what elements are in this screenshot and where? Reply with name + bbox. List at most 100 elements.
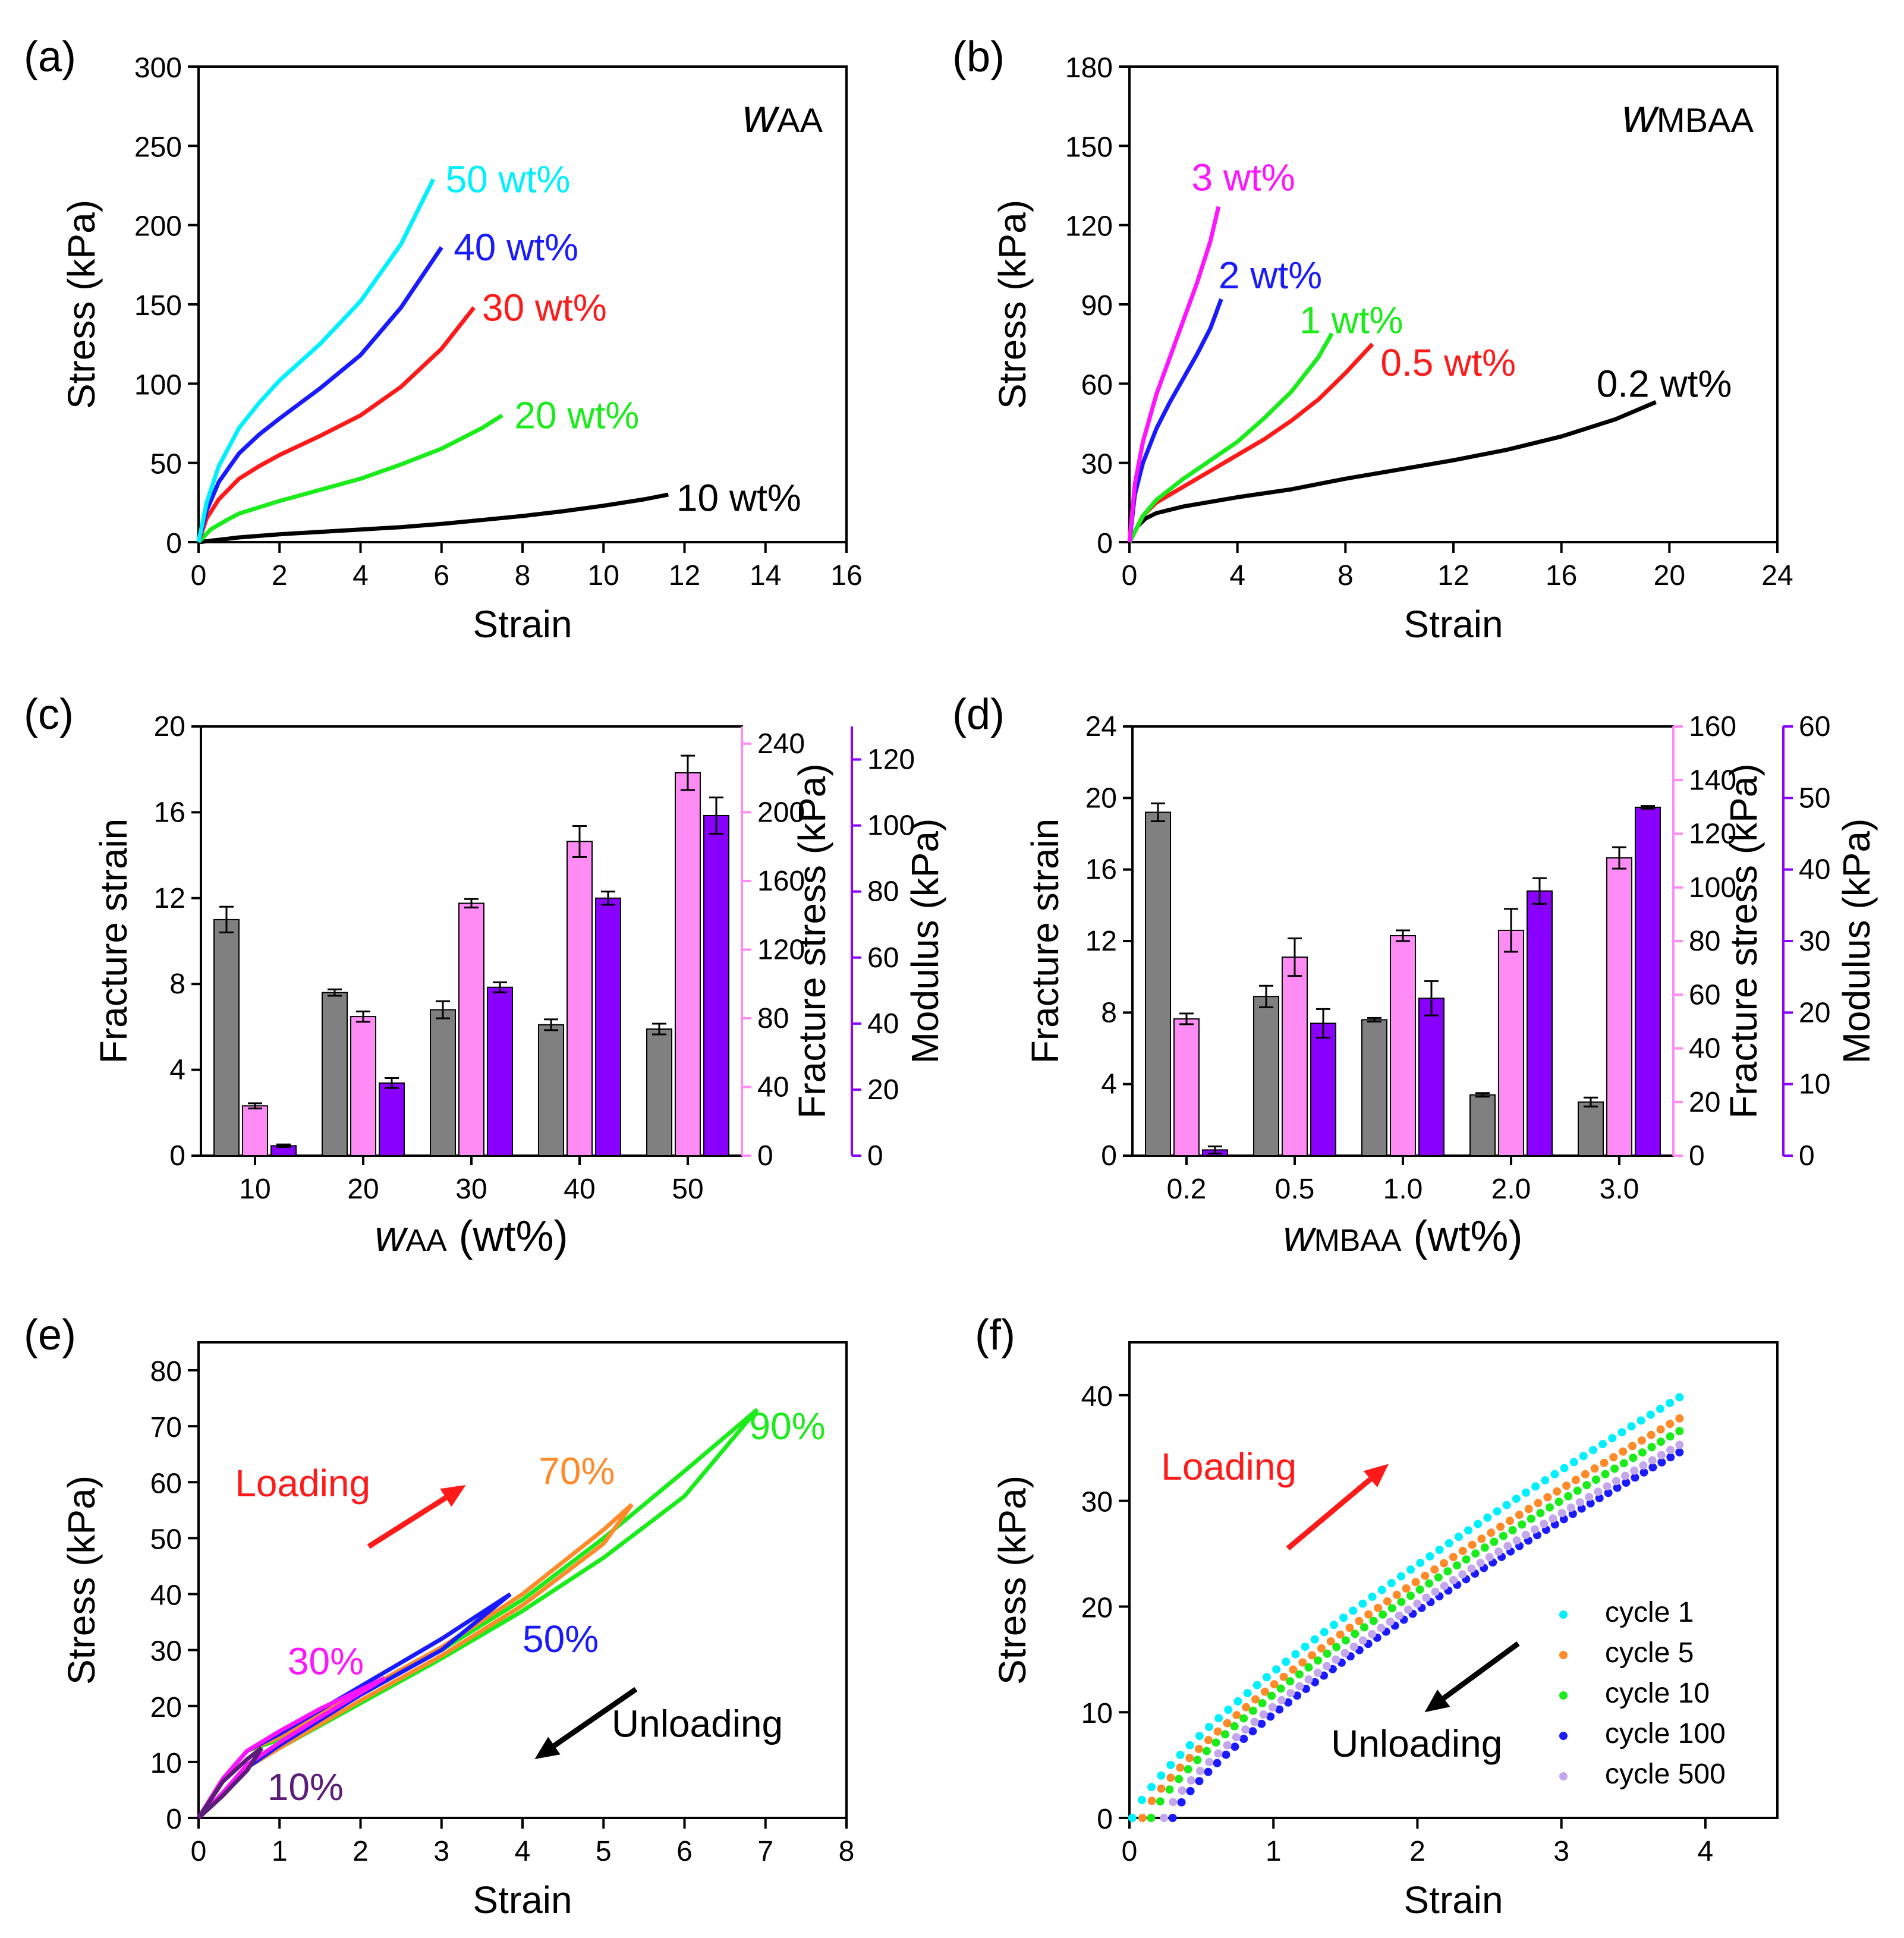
y-axis-label: Stress (kPa) bbox=[991, 200, 1034, 409]
legend-marker bbox=[1559, 1691, 1568, 1700]
scatter-point bbox=[1600, 1458, 1609, 1467]
y-tick-label: 100 bbox=[1689, 872, 1736, 904]
scatter-point bbox=[1239, 1714, 1248, 1723]
scatter-point bbox=[1310, 1635, 1319, 1644]
scatter-point bbox=[1211, 1738, 1220, 1747]
scatter-point bbox=[1323, 1649, 1332, 1658]
x-axis-label: Strain bbox=[473, 1879, 572, 1921]
panel-label: (e) bbox=[24, 1311, 76, 1359]
y-axis-label: Stress (kPa) bbox=[60, 1475, 103, 1685]
scatter-point bbox=[1176, 1763, 1185, 1772]
scatter-point bbox=[1193, 1755, 1202, 1764]
y-tick-label: 0 bbox=[166, 1804, 182, 1835]
x-tick-label: 6 bbox=[433, 560, 449, 592]
scatter-point bbox=[1295, 1682, 1304, 1691]
scatter-point bbox=[1304, 1663, 1313, 1672]
bar bbox=[1282, 957, 1308, 1156]
legend-marker bbox=[1559, 1651, 1568, 1659]
scatter-point bbox=[1406, 1591, 1415, 1600]
y-tick-label: 240 bbox=[757, 728, 805, 760]
scatter-point bbox=[1531, 1482, 1540, 1491]
series-label: 50 wt% bbox=[446, 158, 571, 200]
scatter-point bbox=[1549, 1514, 1557, 1523]
y-tick-label: 30 bbox=[1081, 1487, 1113, 1518]
scatter-point bbox=[1524, 1505, 1533, 1514]
scatter-point bbox=[1147, 1814, 1156, 1822]
scatter-point bbox=[1248, 1727, 1257, 1736]
scatter-point bbox=[1619, 1447, 1628, 1456]
scatter-point bbox=[1195, 1732, 1204, 1741]
scatter-point bbox=[1387, 1579, 1396, 1587]
category-label: 50 bbox=[672, 1174, 703, 1205]
y-tick-label: 0 bbox=[1097, 1804, 1113, 1835]
scatter-point bbox=[1185, 1741, 1194, 1750]
scatter-point bbox=[1503, 1541, 1512, 1550]
scatter-point bbox=[1222, 1750, 1230, 1759]
scatter-point bbox=[1521, 1530, 1530, 1539]
legend-marker bbox=[1559, 1610, 1568, 1619]
y-tick-label: 8 bbox=[1101, 997, 1117, 1028]
scatter-point bbox=[1368, 1629, 1376, 1638]
panel-title: wAA bbox=[742, 89, 823, 142]
panel-title: wMBAA bbox=[1622, 89, 1754, 142]
scatter-point bbox=[1232, 1711, 1241, 1720]
scatter-point bbox=[1175, 1775, 1184, 1783]
y-tick-label: 16 bbox=[154, 797, 185, 828]
scatter-point bbox=[1202, 1747, 1211, 1755]
arrow-head bbox=[1363, 1464, 1389, 1487]
series-label: 1 wt% bbox=[1299, 299, 1403, 342]
y-tick-label: 30 bbox=[1799, 926, 1830, 957]
scatter-point bbox=[1543, 1493, 1552, 1502]
y-tick-label: 10 bbox=[1081, 1698, 1113, 1729]
y-tick-label: 140 bbox=[1689, 764, 1736, 796]
scatter-point bbox=[1406, 1565, 1415, 1574]
x-tick-label: 20 bbox=[1654, 560, 1685, 592]
y-tick-label: 60 bbox=[1689, 979, 1720, 1011]
panel-a: (a) 0 2 4 6 8 10 12 14 16 0 50 100 150 200 250 300 Strain… bbox=[24, 33, 863, 646]
scatter-point bbox=[1550, 1470, 1559, 1478]
scatter-point bbox=[1545, 1503, 1554, 1512]
y-tick-label: 60 bbox=[867, 942, 899, 974]
scatter-point bbox=[1675, 1427, 1684, 1436]
scatter-point bbox=[1536, 1509, 1545, 1518]
scatter-point bbox=[1295, 1670, 1304, 1679]
scatter-point bbox=[1270, 1680, 1279, 1689]
scatter-point bbox=[1397, 1572, 1405, 1581]
y-tick-label: 80 bbox=[150, 1356, 182, 1388]
scatter-point bbox=[1169, 1798, 1178, 1807]
bar bbox=[595, 897, 621, 1157]
scatter-point bbox=[1230, 1742, 1239, 1751]
y-tick-label: 50 bbox=[150, 449, 182, 480]
scatter-point bbox=[1336, 1630, 1345, 1639]
scatter-point bbox=[1298, 1658, 1307, 1667]
scatter-point bbox=[1332, 1655, 1340, 1664]
scatter-point bbox=[1266, 1712, 1275, 1721]
scatter-point bbox=[1657, 1451, 1666, 1459]
scatter-point bbox=[1564, 1492, 1573, 1500]
scatter-point bbox=[1411, 1578, 1420, 1587]
scatter-point bbox=[1508, 1526, 1517, 1534]
scatter-point bbox=[1176, 1751, 1185, 1759]
series-label: 70% bbox=[539, 1449, 615, 1492]
scatter-point bbox=[1214, 1714, 1223, 1723]
bar bbox=[458, 902, 484, 1156]
bar bbox=[1606, 857, 1632, 1157]
scatter-point bbox=[1248, 1706, 1257, 1715]
y-tick-label: 0 bbox=[169, 1140, 185, 1172]
scatter-point bbox=[1257, 1719, 1266, 1728]
x-tick-label: 3 bbox=[1553, 1836, 1569, 1867]
scatter-point bbox=[1666, 1446, 1675, 1454]
legend-marker bbox=[1559, 1732, 1568, 1740]
y-tick-label: 150 bbox=[134, 290, 182, 322]
bar bbox=[1310, 1023, 1336, 1156]
y-tick-label: 100 bbox=[134, 369, 182, 401]
scatter-point bbox=[1656, 1425, 1665, 1434]
category-label: 0.2 bbox=[1167, 1174, 1207, 1205]
scatter-point bbox=[1467, 1564, 1476, 1573]
y-tick-label: 20 bbox=[1689, 1087, 1720, 1118]
scatter-point bbox=[1279, 1672, 1288, 1681]
y-axis-label: Modulus (kPa) bbox=[1835, 819, 1878, 1064]
x-axis-label: Strain bbox=[1403, 1879, 1503, 1921]
scatter-point bbox=[1383, 1597, 1392, 1606]
y-tick-label: 60 bbox=[150, 1468, 182, 1499]
